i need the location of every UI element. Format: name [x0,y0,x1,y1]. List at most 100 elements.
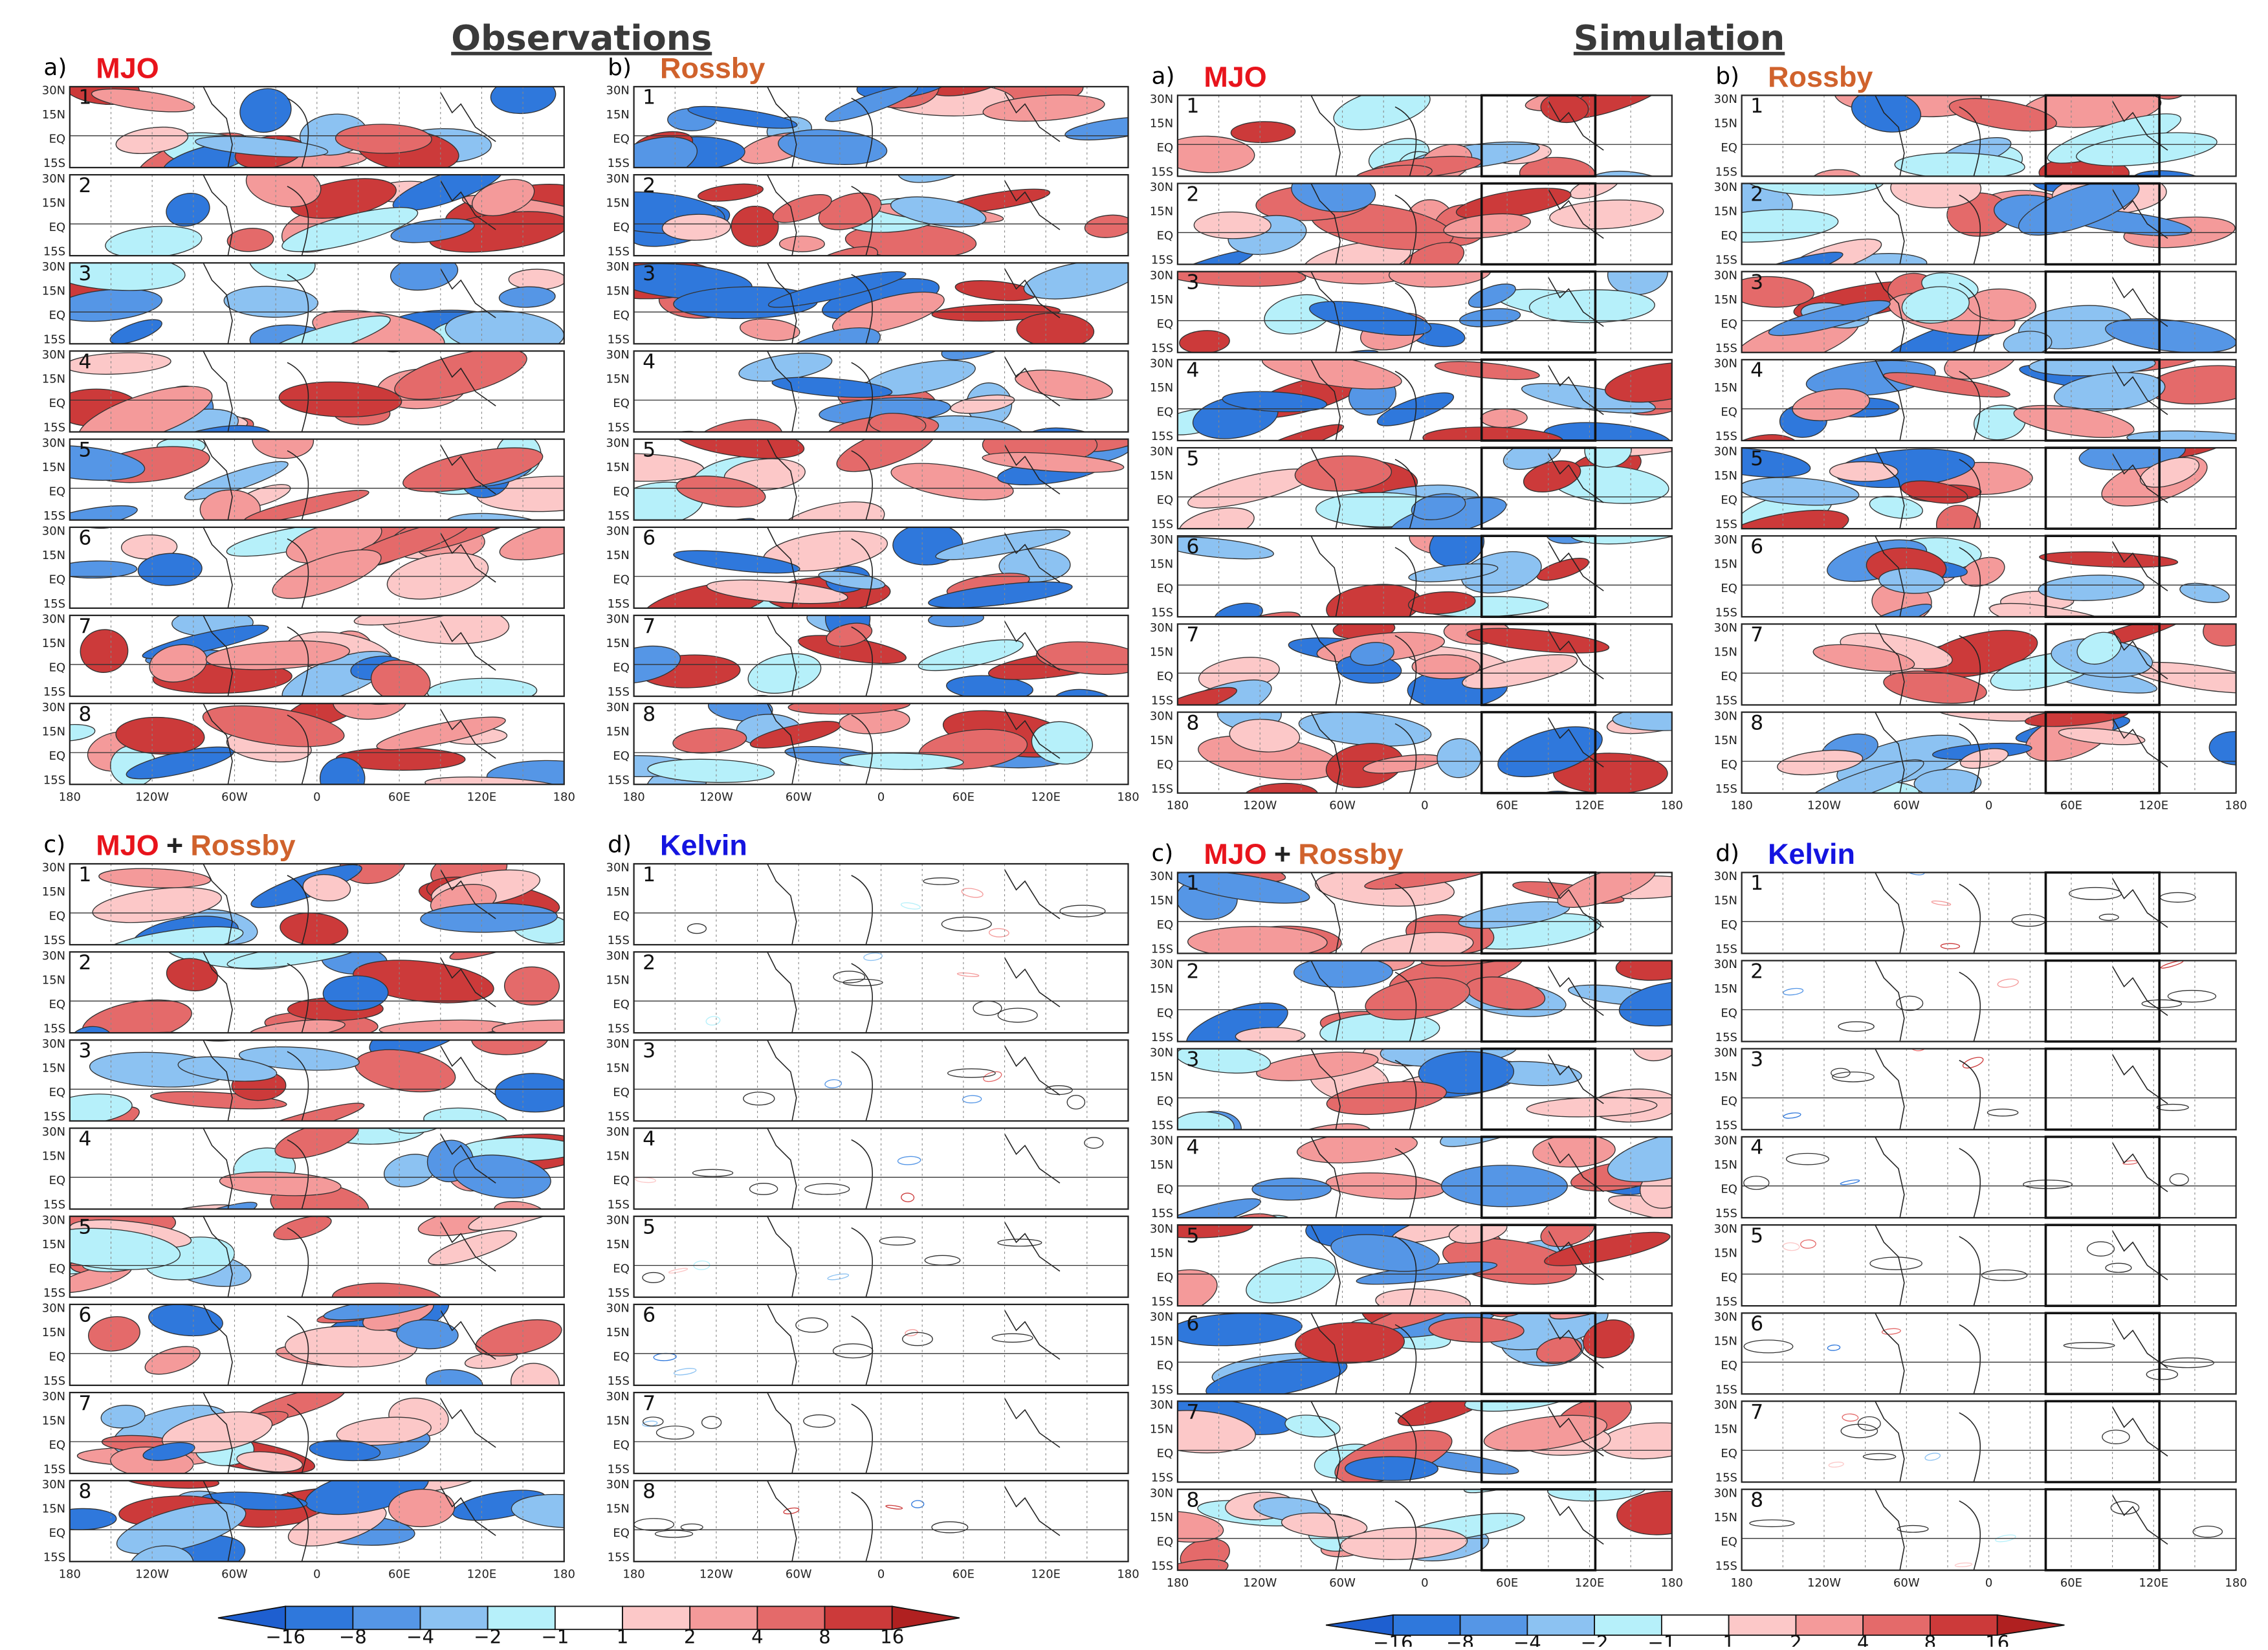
lat-label: 30N [606,1125,630,1139]
lat-label: 15S [43,685,65,699]
row-number: 8 [1750,1489,1763,1512]
anomaly [509,269,566,290]
lat-label: 30N [1150,181,1173,194]
lat-label: 15N [606,549,630,562]
anomaly [1171,1111,1235,1143]
anomaly [824,1079,841,1088]
lat-label: 15N [606,1062,630,1075]
lat-label: EQ [1721,1006,1737,1020]
anomaly [672,725,747,755]
anomaly [487,760,603,791]
anomaly [352,1044,458,1098]
lat-label: 15N [606,637,630,650]
anomaly [388,252,459,294]
anomaly [654,1353,676,1361]
row-number: 4 [1750,1136,1763,1160]
row-number: 3 [643,1039,655,1062]
anomaly [961,887,984,899]
lat-label: 15N [1714,1158,1737,1172]
lat-label: 15N [42,725,65,738]
coastline [1875,1049,2168,1130]
lat-label: EQ [1721,1535,1737,1548]
lat-label: 15S [1715,518,1737,531]
anomaly [1466,280,1518,313]
row-number: 5 [1750,447,1763,470]
lat-label: 30N [1150,1222,1173,1236]
lat-label: 30N [1150,870,1173,883]
row-number: 8 [1186,1489,1199,1512]
lat-label: 15N [606,461,630,474]
lat-label: 15S [1151,1471,1173,1485]
lat-label: 15S [1715,1471,1737,1485]
lat-label: 15S [1151,518,1173,531]
colorbar-cell [1796,1615,1863,1635]
map-field [1742,1307,2236,1394]
contour [2168,991,2216,1002]
contour [2170,1174,2188,1185]
lat-label: 30N [1714,1398,1737,1412]
contour [1858,1417,1880,1431]
colorbar-label: −8 [1446,1632,1474,1647]
lon-label: 0 [313,1567,320,1581]
colorbar-label: −16 [1373,1632,1413,1647]
lat-label: 15S [608,597,630,611]
row-number: 3 [78,262,91,285]
contour [2099,914,2119,921]
coastline [767,952,1060,1033]
panel-label: Kelvin [1768,838,1855,870]
lat-label: 30N [1714,1046,1737,1059]
coastline [1875,1313,2168,1394]
lat-label: 15S [1715,694,1737,708]
contour [2069,888,2122,900]
region-box [2045,961,2159,1042]
row-number: 6 [78,527,91,550]
contour [1060,905,1105,917]
lat-label: EQ [1157,918,1174,932]
anomaly [1906,867,1925,875]
lat-label: EQ [1157,406,1174,419]
anomaly [1158,533,1275,563]
row-number: 3 [78,1039,91,1062]
contour [2157,1105,2188,1111]
lat-label: 15S [1715,1295,1737,1308]
coastline [767,1216,1060,1297]
lat-label: 30N [42,1390,65,1403]
colorbar-label: 4 [751,1626,764,1647]
lat-label: 15S [1715,342,1737,355]
lat-label: 30N [606,525,630,538]
lon-label: 0 [877,1567,885,1581]
row-number: 6 [1186,535,1199,558]
lat-label: 30N [1150,1134,1173,1148]
lon-label: 60W [786,1567,812,1581]
lat-label: 15N [1150,1246,1173,1260]
lat-label: 30N [606,84,630,98]
lat-label: EQ [1157,1183,1174,1196]
anomaly [1615,951,1698,982]
lat-label: 15S [43,157,65,170]
lat-label: EQ [613,910,630,923]
lat-label: EQ [1157,1447,1174,1460]
anomaly [1434,358,1540,383]
row-number: 7 [78,615,91,638]
lat-label: 15S [1715,943,1737,956]
colorbar-cell [1863,1615,1930,1635]
lat-label: EQ [1721,317,1737,331]
lat-label: 15S [43,1198,65,1212]
coastline [767,1304,1060,1385]
row-number: 4 [78,350,91,373]
lat-label: 15N [42,885,65,899]
lon-label: 120W [135,1567,169,1581]
panel-label: Rossby [660,52,765,85]
anomaly [674,1367,696,1376]
lon-label: 180 [1731,1576,1753,1590]
lat-label: 15S [43,934,65,947]
row-number: 2 [78,174,91,197]
colorbar-label: −4 [1514,1632,1541,1647]
anomaly [2039,549,2178,569]
row-number: 5 [78,439,91,462]
row-number: 1 [1750,94,1763,118]
contour [2111,1501,2139,1514]
lat-label: 15S [43,245,65,258]
anomaly [1911,1044,1924,1051]
lat-label: 30N [1150,709,1173,723]
